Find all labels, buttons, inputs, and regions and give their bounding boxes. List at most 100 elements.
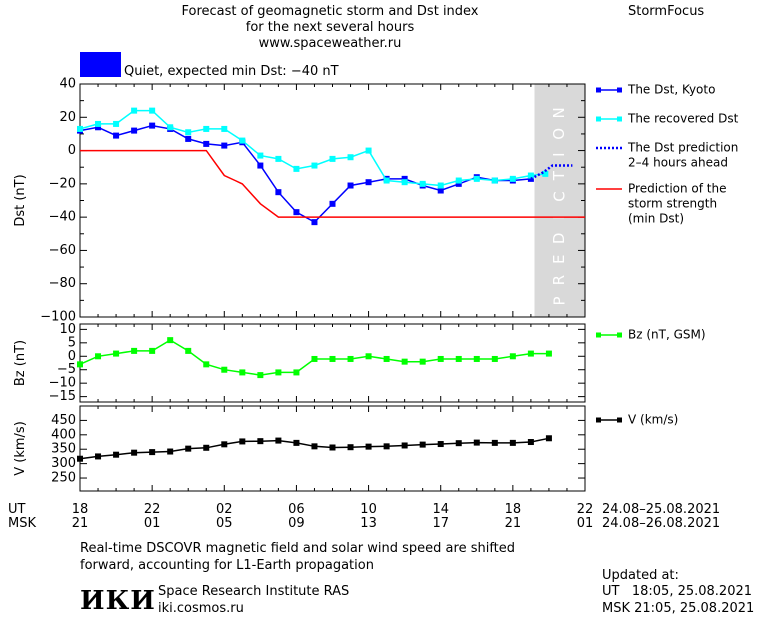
bz-nt-gsm-point — [473, 355, 480, 362]
bz-nt-ytick-label: 10 — [59, 322, 76, 337]
prediction-label-letter: C — [550, 191, 568, 201]
bz-nt-gsm-point — [437, 355, 444, 362]
the-dst-kyoto-point — [257, 162, 264, 169]
v-km-s-point — [113, 451, 120, 458]
v-km-s-point — [473, 439, 480, 446]
ut-tick-label: 14 — [432, 502, 449, 517]
bz-nt-gsm-point — [383, 355, 390, 362]
legend-v-km-s-marker — [617, 417, 622, 423]
the-recovered-dst-point — [365, 147, 372, 154]
bz-nt-gsm-point — [311, 355, 318, 362]
bz-nt-gsm-point — [185, 347, 192, 354]
v-km-s-point — [77, 455, 83, 462]
updated-msk: MSK 21:05, 25.08.2021 — [602, 601, 755, 616]
the-recovered-dst-point — [383, 177, 390, 184]
v-km-s-point — [185, 445, 192, 452]
ut-tick-label: 02 — [216, 502, 233, 517]
prediction-label-letter: D — [550, 233, 568, 245]
bz-nt-gsm-point — [77, 361, 83, 368]
updated-label: Updated at: — [602, 568, 679, 583]
the-recovered-dst-point — [167, 124, 174, 131]
dst-nt-ytick-label: −20 — [49, 176, 76, 191]
the-dst-kyoto-point — [203, 140, 210, 147]
legend-the-dst-prediction-text: 2–4 hours ahead — [628, 156, 728, 170]
the-dst-kyoto-point — [365, 179, 372, 186]
v-km-s-point — [203, 444, 210, 451]
institute-website[interactable]: iki.cosmos.ru — [158, 601, 244, 616]
ut-tick-label: 22 — [144, 502, 161, 517]
bz-nt-gsm-point — [95, 353, 102, 360]
bz-nt-ytick-label: −5 — [57, 362, 76, 377]
v-km-s-point — [401, 442, 408, 449]
v-km-s-point — [347, 444, 354, 451]
the-recovered-dst-point — [77, 125, 83, 132]
msk-axis-label: MSK — [8, 516, 36, 531]
the-recovered-dst-point — [203, 125, 210, 132]
the-recovered-dst-point — [275, 155, 282, 162]
legend-prediction-of-the-text: Prediction of the — [628, 182, 727, 196]
legend-the-dst-kyoto-marker — [617, 87, 622, 93]
legend-prediction-of-the-text: storm strength — [628, 197, 717, 211]
bz-nt-gsm-point — [329, 355, 336, 362]
ut-tick-label: 18 — [505, 502, 522, 517]
the-dst-kyoto-point — [113, 132, 120, 139]
bz-nt-ytick-label: −10 — [49, 376, 76, 391]
bz-nt-gsm-point — [203, 361, 210, 368]
the-dst-kyoto-point — [437, 187, 444, 194]
v-km-s-point — [509, 439, 516, 446]
v-km-s-ytick-label: 400 — [51, 427, 76, 442]
the-recovered-dst-point — [131, 107, 138, 114]
footer-note-line-2: forward, accounting for L1-Earth propaga… — [80, 558, 374, 573]
the-recovered-dst-point — [149, 107, 156, 114]
v-km-s-point — [527, 439, 534, 446]
legend-bz-nt-gsm-marker — [596, 332, 601, 338]
v-km-s-point — [149, 449, 156, 456]
dst-nt-ytick-label: −60 — [49, 243, 76, 258]
website-link[interactable]: www.spaceweather.ru — [258, 36, 402, 51]
msk-tick-label: 17 — [432, 516, 449, 531]
the-recovered-dst-point — [293, 165, 300, 172]
brand-name: StormFocus — [628, 4, 705, 19]
bz-nt-ytick-label: 0 — [68, 349, 76, 364]
legend-prediction-of-the-text: (min Dst) — [628, 212, 684, 226]
the-recovered-dst-point — [437, 182, 444, 189]
v-km-s-point — [95, 453, 102, 460]
ut-tick-label: 22 — [577, 502, 594, 517]
msk-tick-label: 21 — [72, 516, 89, 531]
ut-axis-label: UT — [8, 502, 26, 517]
the-recovered-dst-point — [113, 120, 120, 127]
footer-note-line-1: Real-time DSCOVR magnetic field and sola… — [80, 541, 516, 556]
the-dst-kyoto-point — [275, 189, 282, 196]
prediction-label-letter: R — [550, 275, 568, 285]
dst-nt-frame — [79, 83, 586, 318]
v-km-s-point — [329, 444, 336, 451]
the-recovered-dst-point — [491, 177, 498, 184]
status-color-swatch — [80, 52, 121, 77]
v-km-s-point — [167, 448, 174, 455]
legend-bz-nt-gsm-text: Bz (nT, GSM) — [628, 328, 706, 342]
v-km-s-point — [437, 441, 444, 448]
v-km-s-point — [221, 441, 228, 448]
msk-tick-label: 13 — [360, 516, 377, 531]
legend-the-dst-kyoto-text: The Dst, Kyoto — [627, 83, 715, 97]
the-recovered-dst-point — [473, 175, 480, 182]
msk-tick-label: 01 — [577, 516, 594, 531]
dst-nt-ytick-label: 0 — [68, 143, 76, 158]
the-dst-kyoto-line — [79, 124, 531, 224]
v-km-s-point — [545, 435, 552, 442]
the-recovered-dst-point — [347, 154, 354, 161]
bz-nt-gsm-point — [167, 337, 174, 344]
institute-name: Space Research Institute RAS — [158, 584, 350, 599]
msk-tick-label: 05 — [216, 516, 233, 531]
bz-nt-frame — [79, 323, 586, 403]
the-recovered-dst-point — [185, 129, 192, 136]
dst-nt-ytick-label: 40 — [59, 77, 76, 92]
the-dst-kyoto-point — [329, 200, 336, 207]
the-dst-kyoto-point — [221, 142, 228, 149]
prediction-label-letter: E — [550, 254, 568, 263]
prediction-label-letter: P — [550, 296, 568, 305]
legend-the-recovered-dst-marker — [617, 116, 622, 122]
prediction-label-letter: N — [550, 107, 568, 118]
bz-nt-gsm-point — [347, 355, 354, 362]
